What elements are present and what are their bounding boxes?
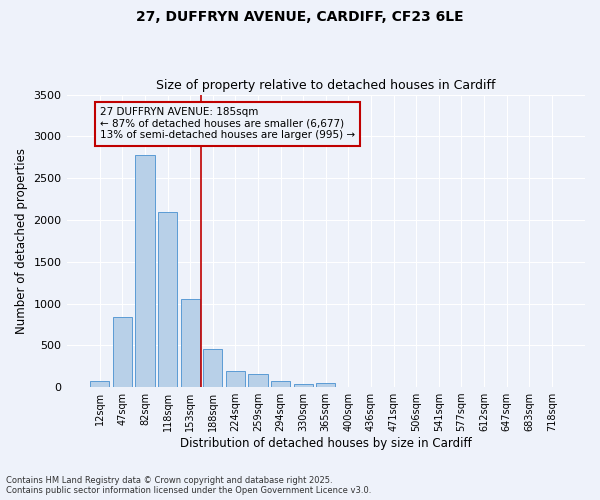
- Bar: [293, 384, 313, 387]
- Bar: [181, 300, 200, 387]
- Text: Contains HM Land Registry data © Crown copyright and database right 2025.
Contai: Contains HM Land Registry data © Crown c…: [6, 476, 371, 495]
- Bar: [271, 381, 290, 387]
- Text: 27 DUFFRYN AVENUE: 185sqm
← 87% of detached houses are smaller (6,677)
13% of se: 27 DUFFRYN AVENUE: 185sqm ← 87% of detac…: [100, 107, 355, 140]
- Title: Size of property relative to detached houses in Cardiff: Size of property relative to detached ho…: [156, 79, 496, 92]
- Bar: [136, 154, 155, 387]
- Y-axis label: Number of detached properties: Number of detached properties: [15, 148, 28, 334]
- Bar: [226, 371, 245, 387]
- Bar: [203, 348, 223, 387]
- Bar: [316, 383, 335, 387]
- Text: 27, DUFFRYN AVENUE, CARDIFF, CF23 6LE: 27, DUFFRYN AVENUE, CARDIFF, CF23 6LE: [136, 10, 464, 24]
- Bar: [158, 212, 177, 387]
- Bar: [248, 374, 268, 387]
- X-axis label: Distribution of detached houses by size in Cardiff: Distribution of detached houses by size …: [180, 437, 472, 450]
- Bar: [113, 317, 132, 387]
- Bar: [90, 381, 109, 387]
